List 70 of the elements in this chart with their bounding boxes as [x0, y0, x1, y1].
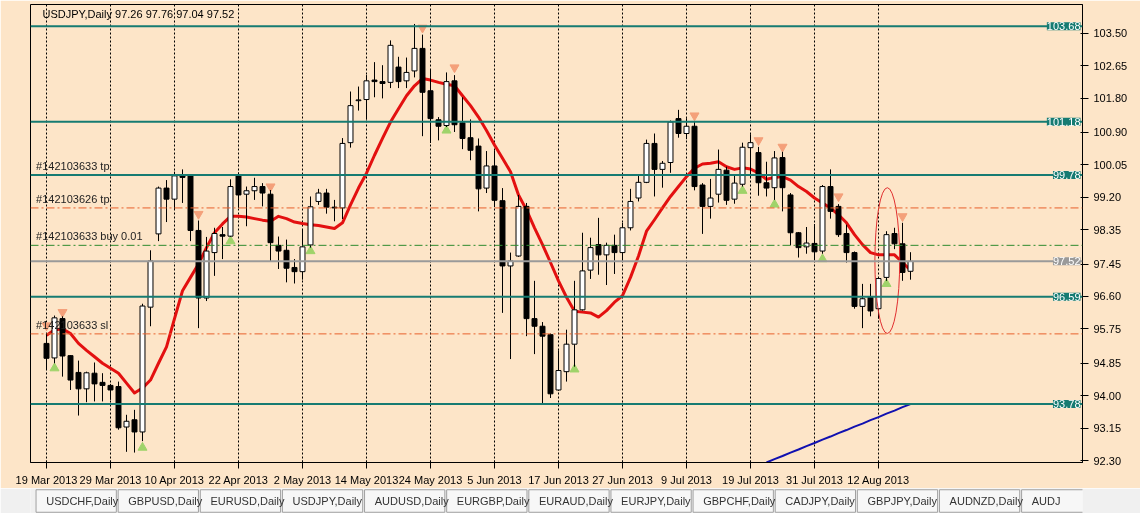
point — [769, 198, 780, 208]
ref-line-label: #142103626 tp — [36, 192, 110, 205]
ref-line-label: 97.52 — [1052, 255, 1081, 268]
point — [193, 210, 204, 220]
line-series — [765, 403, 912, 463]
x-tick-label: 29 Mar 2013 — [79, 473, 142, 486]
text: AUDNZD,Daily — [949, 495, 1024, 507]
y-tick-label: 97.45 — [1093, 258, 1122, 271]
point — [137, 441, 148, 451]
text: CADJPY,Daily — [785, 495, 856, 507]
text: AUDJ — [1031, 495, 1061, 507]
y-tick-label: 94.00 — [1093, 389, 1122, 402]
point — [777, 143, 788, 153]
point — [265, 183, 276, 193]
y-tick-label: 103.50 — [1093, 27, 1128, 40]
text: GBPUSD,Daily — [128, 495, 203, 507]
point — [737, 185, 748, 194]
x-tick-label: 24 May 2013 — [398, 473, 463, 486]
y-tick-label: 100.05 — [1093, 158, 1128, 171]
y-tick-label: 96.60 — [1093, 290, 1122, 303]
x-tick-label: 5 Jun 2013 — [467, 473, 522, 486]
x-tick-label: 10 Apr 2013 — [144, 473, 204, 486]
point — [689, 112, 700, 122]
text: EURAUD,Daily — [538, 495, 614, 507]
x-tick-label: 19 Jul 2013 — [722, 473, 779, 486]
x-tick-label: 31 Jul 2013 — [786, 473, 843, 486]
x-tick-label: 19 Mar 2013 — [15, 473, 78, 486]
y-tick-label: 98.35 — [1093, 223, 1122, 236]
y-tick-label: 93.15 — [1093, 422, 1122, 435]
point — [569, 363, 580, 373]
y-tick-label: 102.65 — [1093, 59, 1128, 72]
text: GBPJPY,Daily — [867, 495, 938, 507]
y-tick-label: 94.85 — [1093, 357, 1122, 370]
x-tick-label: 14 May 2013 — [334, 473, 399, 486]
ref-line-label: 101.18 — [1046, 115, 1081, 128]
point — [753, 137, 764, 147]
x-tick-label: 9 Jul 2013 — [661, 473, 712, 486]
text: USDJPY,Daily — [292, 495, 363, 507]
point — [305, 245, 316, 255]
point — [833, 193, 844, 203]
text: USDCHF,Daily — [46, 495, 119, 507]
point — [881, 278, 892, 287]
text: GBPCHF,Daily — [703, 495, 776, 507]
candlestick — [635, 174, 642, 202]
text: EURUSD,Daily — [210, 495, 285, 507]
x-tick-label: 22 Apr 2013 — [208, 473, 268, 486]
point — [897, 213, 908, 223]
ref-line-label: 96.59 — [1052, 290, 1081, 303]
text: EURJPY,Daily — [621, 495, 692, 507]
chart-title: USDJPY,Daily 97.26 97.76 97.04 97.52 — [42, 7, 235, 20]
y-tick-label: 92.30 — [1093, 454, 1122, 467]
ref-line-label: 103.68 — [1046, 20, 1081, 33]
x-tick-label: 17 Jun 2013 — [528, 473, 589, 486]
point — [225, 235, 236, 245]
x-tick-label: 27 Jun 2013 — [592, 473, 653, 486]
text: EURGBP,Daily — [456, 495, 530, 507]
point — [449, 64, 460, 74]
y-tick-label: 100.90 — [1093, 126, 1128, 139]
ref-line-label: 99.78 — [1052, 169, 1081, 182]
x-tick-label: 2 May 2013 — [273, 473, 332, 486]
y-tick-label: 95.75 — [1093, 322, 1122, 335]
x-tick-label: 12 Aug 2013 — [847, 473, 910, 486]
point — [49, 362, 60, 372]
candlestick — [355, 86, 362, 112]
ref-line-label: 93.78 — [1052, 398, 1081, 411]
y-tick-label: 99.20 — [1093, 191, 1122, 204]
text: AUDUSD,Daily — [374, 495, 450, 507]
y-tick-label: 101.80 — [1093, 92, 1128, 105]
ref-line-label: #142103633 buy 0.01 — [36, 230, 143, 243]
annotation: #142103633 tp — [36, 160, 110, 173]
